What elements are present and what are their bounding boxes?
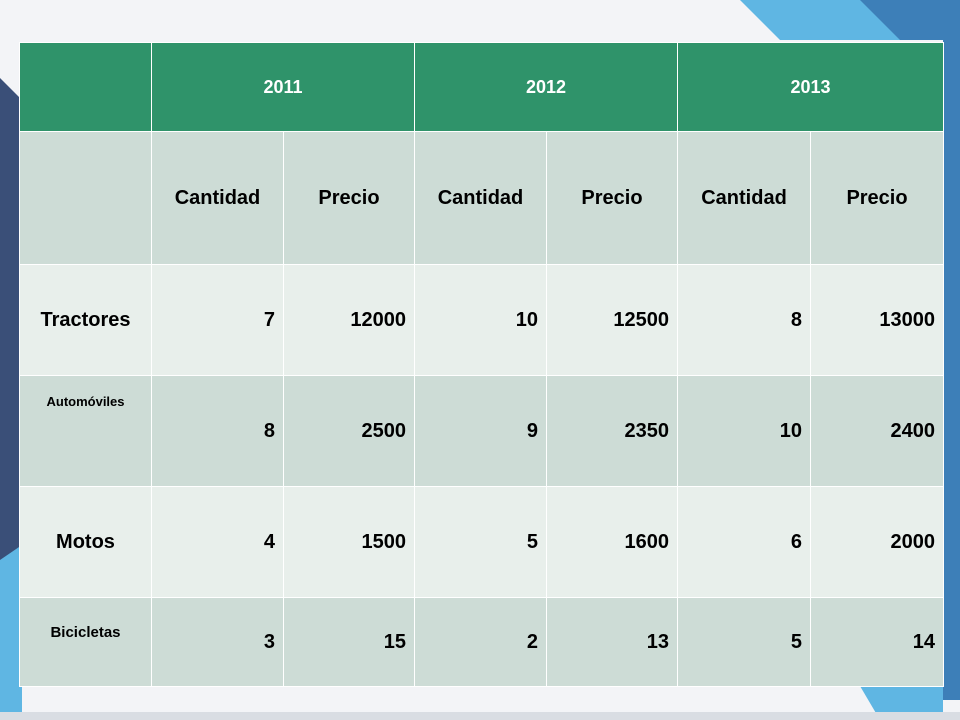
row-label: Motos [19, 486, 152, 598]
table-cell: 3 [151, 597, 284, 687]
table-cell: 14 [810, 597, 945, 687]
year-header: 2013 [677, 42, 945, 132]
column-header: Precio [545, 131, 679, 265]
year-header: 2011 [151, 42, 415, 132]
blue-bottom-right-shape [860, 686, 943, 720]
row-label: Tractores [19, 264, 152, 376]
subheader-corner-cell [19, 131, 152, 265]
table-cell: 7 [151, 264, 284, 376]
dark-blue-top-right-shape [860, 0, 960, 40]
navy-left-shape [0, 78, 22, 585]
table-cell: 10 [677, 375, 812, 487]
corner-cell [19, 42, 152, 132]
column-header: Precio [283, 131, 415, 265]
year-header: 2012 [413, 42, 679, 132]
year-header-row: 2011 2012 2013 [19, 42, 945, 132]
table-cell: 5 [414, 486, 547, 598]
column-header: Precio [810, 131, 945, 265]
table-cell: 4 [151, 486, 284, 598]
blue-left-shape [0, 545, 22, 720]
bottom-strip [0, 712, 960, 720]
table-cell: 5 [677, 597, 812, 687]
table-cell: 8 [151, 375, 284, 487]
table-row: Motos 4 1500 5 1600 6 2000 [19, 486, 945, 598]
table-cell: 10 [414, 264, 547, 376]
table-row: Bicicletas 3 15 2 13 5 14 [19, 597, 945, 687]
table-cell: 13 [545, 597, 679, 687]
table-cell: 1500 [283, 486, 415, 598]
table-cell: 2500 [283, 375, 415, 487]
blue-right-shape [943, 40, 960, 700]
table-cell: 2350 [545, 375, 679, 487]
table-cell: 9 [414, 375, 547, 487]
column-header: Cantidad [414, 131, 547, 265]
table-cell: 2400 [810, 375, 945, 487]
table-cell: 12500 [545, 264, 679, 376]
table-row: Automóviles 8 2500 9 2350 10 2400 [19, 375, 945, 487]
table-row: Tractores 7 12000 10 12500 8 13000 [19, 264, 945, 376]
row-label: Bicicletas [19, 597, 152, 687]
column-header: Cantidad [151, 131, 284, 265]
column-header: Cantidad [677, 131, 812, 265]
table-cell: 8 [677, 264, 812, 376]
table-cell: 2000 [810, 486, 945, 598]
data-table: 2011 2012 2013 Cantidad Precio Cantidad … [19, 42, 945, 687]
table-cell: 2 [414, 597, 547, 687]
table-cell: 1600 [545, 486, 679, 598]
table-cell: 15 [283, 597, 415, 687]
table-cell: 6 [677, 486, 812, 598]
table-cell: 13000 [810, 264, 945, 376]
subheader-row: Cantidad Precio Cantidad Precio Cantidad… [19, 131, 945, 265]
table-cell: 12000 [283, 264, 415, 376]
row-label: Automóviles [19, 375, 152, 487]
